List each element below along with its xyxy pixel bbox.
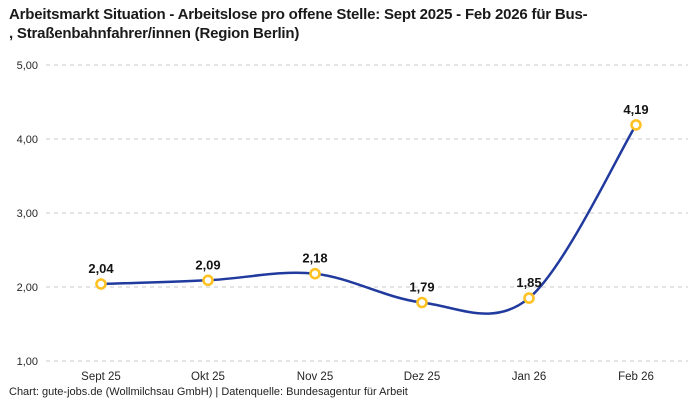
data-point-label: 1,85 <box>516 275 541 290</box>
data-line <box>99 123 638 315</box>
data-point-marker <box>523 292 535 304</box>
chart-footer-attribution: Chart: gute-jobs.de (Wollmilchsau GmbH) … <box>9 386 408 398</box>
data-point-label: 2,04 <box>88 261 114 276</box>
data-point-marker <box>416 296 428 309</box>
x-axis-label: Sept 25 <box>81 371 121 383</box>
y-axis-tick-label: 2,00 <box>17 282 38 294</box>
data-point-label: 2,18 <box>302 251 327 266</box>
x-axis-label: Feb 26 <box>618 371 654 383</box>
x-axis-label: Okt 25 <box>191 371 225 383</box>
chart-title: Arbeitsmarkt Situation - Arbeitslose pro… <box>9 5 694 43</box>
data-point-label: 4,19 <box>623 102 648 117</box>
y-axis-tick-label: 4,00 <box>17 134 38 146</box>
data-point-marker <box>95 278 107 290</box>
y-axis-tick-label: 3,00 <box>17 208 38 220</box>
x-axis-label: Jan 26 <box>512 371 547 383</box>
y-axis-tick-label: 1,00 <box>17 356 38 368</box>
data-point-marker <box>309 267 321 280</box>
data-point-label: 1,79 <box>409 280 434 295</box>
x-axis-label: Dez 25 <box>404 371 440 383</box>
data-point-marker <box>630 119 642 131</box>
data-point-marker <box>202 274 214 287</box>
chart-title-line2: , Straßenbahnfahrer/innen (Region Berlin… <box>9 25 300 42</box>
x-axis-label: Nov 25 <box>297 371 333 383</box>
chart-title-line1: Arbeitsmarkt Situation - Arbeitslose pro… <box>9 6 588 23</box>
data-point-label: 2,09 <box>195 257 220 272</box>
y-axis-tick-label: 5,00 <box>17 60 38 72</box>
